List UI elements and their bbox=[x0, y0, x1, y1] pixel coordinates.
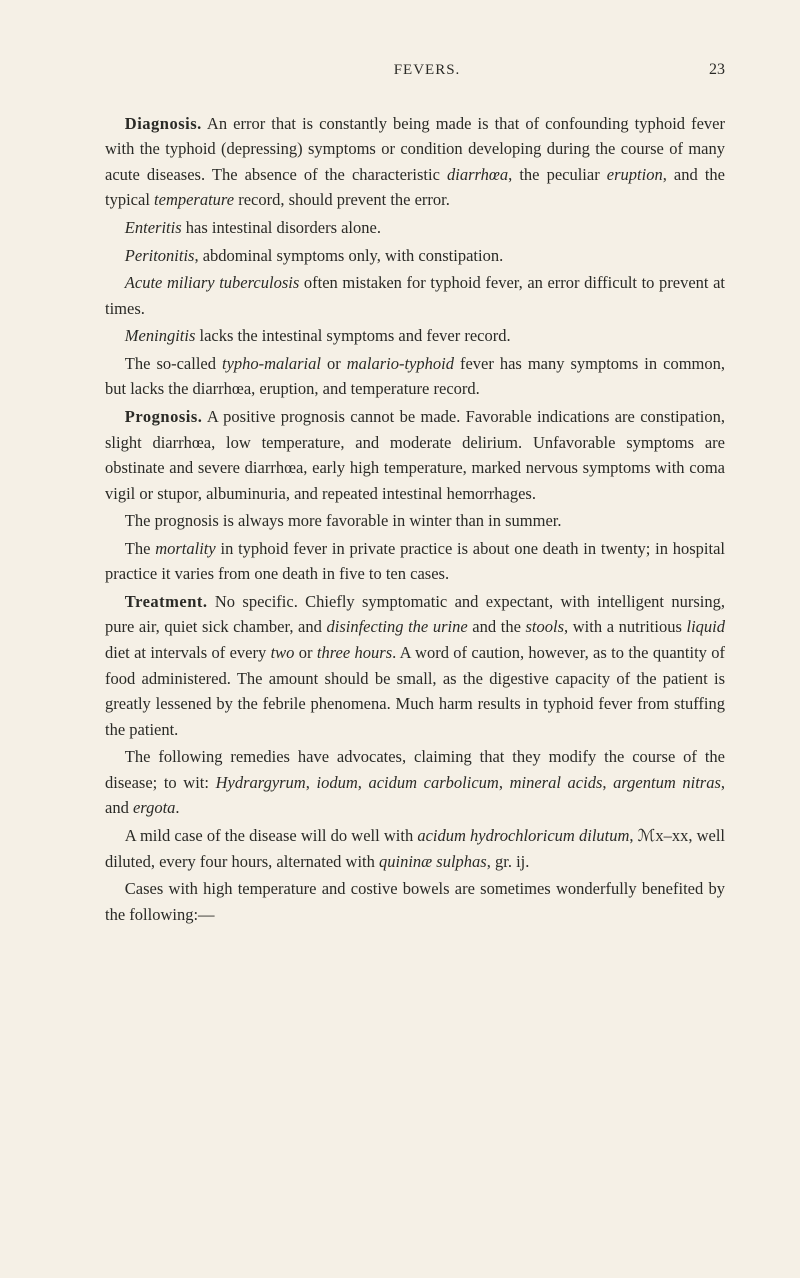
header-title: FEVERS. bbox=[105, 59, 709, 82]
text: , bbox=[358, 773, 369, 792]
section-heading-treatment: Treatment. bbox=[125, 592, 208, 611]
paragraph-enteritis: Enteritis has intestinal disorders alone… bbox=[105, 215, 725, 241]
italic-text: mortality bbox=[155, 539, 216, 558]
text: , gr. ij. bbox=[487, 852, 530, 871]
paragraph-peritonitis: Peritonitis, abdominal symptoms only, wi… bbox=[105, 243, 725, 269]
italic-text: typho-malarial bbox=[222, 354, 321, 373]
text: , bbox=[306, 773, 317, 792]
text: has intestinal disorders alone. bbox=[182, 218, 381, 237]
text: . bbox=[175, 798, 179, 817]
paragraph-prognosis-seasonal: The prognosis is always more favorable i… bbox=[105, 508, 725, 534]
text: record, should prevent the error. bbox=[234, 190, 450, 209]
italic-text: Meningitis bbox=[125, 326, 196, 345]
text: The prognosis is always more favorable i… bbox=[125, 511, 562, 530]
text: , abdominal symptoms only, with constipa… bbox=[194, 246, 503, 265]
paragraph-treatment: Treatment. No specific. Chiefly symptoma… bbox=[105, 589, 725, 742]
text: The bbox=[125, 539, 155, 558]
text: , with a nutritious bbox=[564, 617, 686, 636]
text: or bbox=[294, 643, 316, 662]
page-header: FEVERS. 23 bbox=[105, 58, 725, 83]
paragraph-remedies: The following remedies have advocates, c… bbox=[105, 744, 725, 821]
paragraph-meningitis: Meningitis lacks the intestinal symptoms… bbox=[105, 323, 725, 349]
text: lacks the intestinal symptoms and fever … bbox=[195, 326, 510, 345]
italic-text: Acute miliary tuberculosis bbox=[125, 273, 299, 292]
italic-text: argentum nitras bbox=[613, 773, 721, 792]
paragraph-high-temperature: Cases with high temperature and costive … bbox=[105, 876, 725, 927]
italic-text: three hours bbox=[317, 643, 392, 662]
paragraph-mild-case: A mild case of the disease will do well … bbox=[105, 823, 725, 874]
italic-text: eruption bbox=[607, 165, 663, 184]
italic-text: temperature bbox=[154, 190, 234, 209]
text: and the bbox=[468, 617, 526, 636]
text: , bbox=[602, 773, 613, 792]
italic-text: acidum hydrochloricum dilutum bbox=[417, 826, 629, 845]
italic-text: malario-typhoid bbox=[347, 354, 454, 373]
section-heading-diagnosis: Diagnosis. bbox=[125, 114, 202, 133]
italic-text: stools bbox=[526, 617, 565, 636]
italic-text: liquid bbox=[687, 617, 726, 636]
italic-text: mineral acids bbox=[510, 773, 603, 792]
text: diet at intervals of every bbox=[105, 643, 271, 662]
text: A mild case of the disease will do well … bbox=[125, 826, 418, 845]
text: The so-called bbox=[125, 354, 222, 373]
italic-text: Enteritis bbox=[125, 218, 182, 237]
italic-text: diarrhœa bbox=[447, 165, 508, 184]
italic-text: ergota bbox=[133, 798, 175, 817]
italic-text: quininæ sulphas bbox=[379, 852, 487, 871]
document-page: FEVERS. 23 Diagnosis. An error that is c… bbox=[0, 0, 800, 969]
text: , bbox=[499, 773, 510, 792]
italic-text: acidum carbolicum bbox=[368, 773, 498, 792]
italic-text: iodum bbox=[316, 773, 357, 792]
paragraph-tuberculosis: Acute miliary tuberculosis often mistake… bbox=[105, 270, 725, 321]
italic-text: disinfecting the urine bbox=[327, 617, 468, 636]
italic-text: two bbox=[271, 643, 295, 662]
page-number: 23 bbox=[709, 58, 725, 83]
section-heading-prognosis: Prognosis. bbox=[125, 407, 203, 426]
paragraph-mortality: The mortality in typhoid fever in privat… bbox=[105, 536, 725, 587]
text: or bbox=[321, 354, 347, 373]
italic-text: Hydrargyrum bbox=[216, 773, 306, 792]
text: , the peculiar bbox=[508, 165, 607, 184]
paragraph-typho-malarial: The so-called typho-malarial or malario-… bbox=[105, 351, 725, 402]
text: Cases with high temperature and costive … bbox=[105, 879, 725, 924]
italic-text: Peritonitis bbox=[125, 246, 195, 265]
paragraph-diagnosis: Diagnosis. An error that is constantly b… bbox=[105, 111, 725, 213]
paragraph-prognosis: Prognosis. A positive prognosis cannot b… bbox=[105, 404, 725, 506]
